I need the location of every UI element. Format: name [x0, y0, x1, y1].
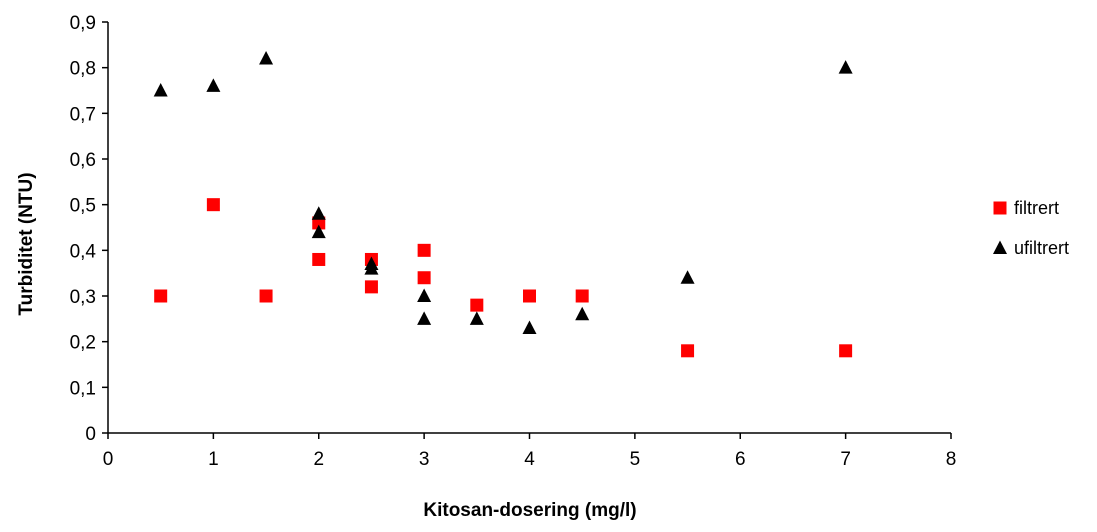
y-tick-label: 0,8 — [70, 59, 96, 80]
data-point-filtrert — [417, 271, 431, 285]
data-point-filtrert — [839, 344, 853, 358]
data-point-filtrert — [681, 344, 695, 358]
x-tick-label: 8 — [946, 449, 957, 470]
data-point-ufiltrert — [206, 78, 221, 92]
series-filtrert — [154, 198, 853, 358]
x-axis-ticks: 0 1 2 3 4 5 6 7 8 — [103, 433, 957, 470]
data-point-filtrert — [575, 289, 589, 303]
data-point-ufiltrert — [153, 83, 168, 97]
data-point-ufiltrert — [259, 51, 274, 65]
data-point-ufiltrert — [469, 311, 484, 325]
data-point-ufiltrert — [417, 288, 432, 302]
data-point-ufiltrert — [311, 224, 326, 239]
series-ufiltrert — [153, 51, 853, 334]
data-point-filtrert — [523, 289, 536, 303]
x-tick-label: 3 — [419, 449, 430, 470]
x-tick-label: 1 — [208, 449, 219, 470]
x-axis-title: Kitosan-dosering (mg/l) — [423, 500, 636, 521]
y-tick-label: 0,2 — [70, 333, 96, 354]
y-tick-label: 0 — [85, 424, 96, 445]
legend: filtrert ufiltrert — [993, 198, 1069, 258]
y-tick-label: 0,7 — [70, 104, 96, 125]
legend-marker-ufiltrert — [993, 240, 1007, 254]
y-axis-ticks: 0 0,1 0,2 0,3 0,4 0,5 0,6 0,7 0,8 0,9 — [70, 13, 108, 445]
x-tick-label: 4 — [524, 449, 535, 470]
y-tick-label: 0,6 — [70, 150, 96, 171]
data-point-filtrert — [206, 198, 220, 212]
data-point-ufiltrert — [417, 311, 432, 325]
plot-area: 0 0,1 0,2 0,3 0,4 0,5 0,6 0,7 0,8 0,9 0 1 2 3 4 5 6 7 8 — [70, 13, 957, 470]
y-axis-title: Turbiditet (NTU) — [16, 172, 37, 315]
legend-item-ufiltrert: ufiltrert — [993, 238, 1069, 258]
data-point-ufiltrert — [522, 320, 537, 334]
data-point-filtrert — [470, 298, 484, 312]
series-layer — [153, 51, 853, 358]
y-tick-label: 0,5 — [70, 196, 96, 217]
data-point-filtrert — [364, 280, 378, 294]
legend-item-filtrert: filtrert — [993, 198, 1059, 218]
data-point-filtrert — [312, 252, 326, 266]
data-point-filtrert — [259, 289, 273, 303]
y-tick-label: 0,1 — [70, 378, 96, 399]
legend-label: filtrert — [1014, 198, 1059, 218]
x-tick-label: 6 — [735, 449, 746, 470]
legend-marker-filtrert — [993, 201, 1007, 215]
data-point-ufiltrert — [364, 261, 379, 275]
data-point-ufiltrert — [838, 60, 853, 74]
data-point-ufiltrert — [680, 270, 695, 284]
data-point-ufiltrert — [575, 306, 590, 321]
x-tick-label: 5 — [630, 449, 641, 470]
x-tick-label: 2 — [313, 449, 324, 470]
y-tick-label: 0,9 — [70, 13, 96, 34]
y-tick-label: 0,4 — [70, 241, 97, 262]
data-point-filtrert — [154, 289, 168, 303]
data-point-ufiltrert — [311, 206, 326, 220]
x-tick-label: 7 — [840, 449, 851, 470]
y-tick-label: 0,3 — [70, 287, 96, 308]
legend-label: ufiltrert — [1014, 238, 1069, 258]
data-point-filtrert — [417, 243, 431, 257]
x-tick-label: 0 — [103, 449, 114, 470]
